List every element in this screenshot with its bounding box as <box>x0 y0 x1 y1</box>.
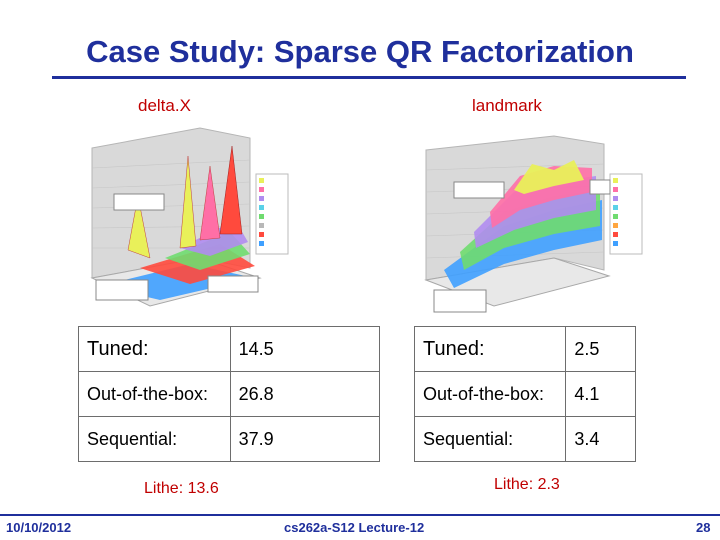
plot-label-deltax: delta.X <box>138 96 191 115</box>
title-underline <box>52 76 686 79</box>
deltax-annotation-seq <box>113 193 165 211</box>
deltax-spike-4 <box>127 195 151 259</box>
plot-label-landmark: landmark <box>472 96 542 115</box>
row-label-oob: Out-of-the-box: <box>413 371 567 417</box>
row-label-sequential: Sequential: <box>413 416 567 462</box>
row-label-tuned: Tuned: <box>413 326 567 372</box>
row-label-tuned: Tuned: <box>78 326 231 372</box>
deltax-spike-2 <box>199 165 221 241</box>
landmark-layer-yellow <box>514 160 584 194</box>
footer-course: cs262a-S12 Lecture-12 <box>284 520 425 535</box>
table-row: Tuned: 14.5 <box>78 326 381 372</box>
row-label-sequential: Sequential: <box>78 416 231 462</box>
deltax-annotation-best <box>95 279 149 301</box>
table-row: Out-of-the-box: 26.8 <box>78 371 381 417</box>
landmark-annotation-seq <box>453 181 505 199</box>
table-row: Sequential: 37.9 <box>78 416 381 462</box>
row-label-oob: Out-of-the-box: <box>78 371 231 417</box>
landmark-surface-plot <box>404 130 644 322</box>
row-value-tuned: 14.5 <box>229 326 381 372</box>
slide-title: Case Study: Sparse QR Factorization <box>86 34 634 69</box>
landmark-legend <box>609 173 643 255</box>
table-row: Tuned: 2.5 <box>413 326 636 372</box>
deltax-spike-1 <box>179 155 197 249</box>
lithe-landmark: Lithe: 2.3 <box>494 476 560 493</box>
page-number: 28 <box>696 520 711 535</box>
deltax-surface-plot <box>70 118 292 318</box>
footer-date: 10/10/2012 <box>6 520 72 535</box>
landmark-annotation-best <box>433 289 487 313</box>
footer-rule <box>0 514 720 516</box>
landmark-results-table: Tuned: 2.5 Out-of-the-box: 4.1 Sequentia… <box>413 326 636 462</box>
deltax-spike-3 <box>219 145 243 235</box>
lithe-deltax: Lithe: 13.6 <box>144 480 219 497</box>
deltax-legend <box>255 173 289 255</box>
row-value-sequential: 37.9 <box>229 416 381 462</box>
table-row: Sequential: 3.4 <box>413 416 636 462</box>
row-value-oob: 4.1 <box>565 371 636 417</box>
landmark-annotation-oob <box>589 179 611 195</box>
deltax-annotation-oob <box>207 275 259 293</box>
deltax-results-table: Tuned: 14.5 Out-of-the-box: 26.8 Sequent… <box>78 326 381 462</box>
landmark-surface-svg <box>424 135 643 313</box>
deltax-surface-svg <box>90 127 289 307</box>
row-value-tuned: 2.5 <box>565 326 636 372</box>
table-row: Out-of-the-box: 4.1 <box>413 371 636 417</box>
row-value-oob: 26.8 <box>229 371 381 417</box>
row-value-sequential: 3.4 <box>565 416 636 462</box>
